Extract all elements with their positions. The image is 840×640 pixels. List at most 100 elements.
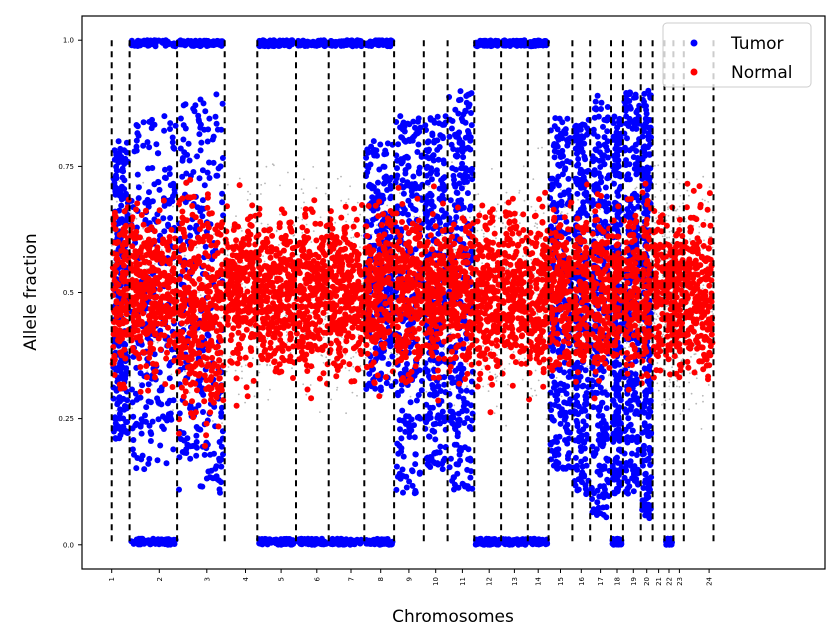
tumor-point: [396, 417, 403, 424]
tumor-point: [206, 159, 212, 166]
background-point: [310, 311, 312, 314]
tumor-point: [139, 382, 146, 389]
tumor-point: [411, 434, 418, 441]
background-point: [571, 332, 574, 334]
background-point: [128, 346, 131, 348]
background-point: [689, 238, 691, 241]
background-point: [664, 399, 667, 402]
tumor-point: [199, 483, 206, 490]
background-point: [596, 236, 599, 238]
tumor-point: [412, 124, 418, 131]
background-point: [266, 337, 269, 340]
background-point: [336, 177, 339, 180]
background-point: [711, 310, 713, 313]
tumor-point: [381, 180, 387, 187]
background-point: [355, 351, 357, 354]
tumor-point: [197, 121, 204, 128]
background-point: [653, 322, 656, 325]
tumor-point: [131, 42, 138, 49]
background-point: [428, 185, 430, 188]
background-point: [204, 361, 206, 364]
background-point: [712, 313, 714, 315]
tumor-point: [147, 429, 154, 436]
tumor-point: [407, 202, 414, 209]
background-point: [226, 183, 229, 186]
background-point: [501, 227, 504, 230]
background-point: [312, 166, 315, 168]
background-point: [688, 408, 690, 411]
background-point: [702, 400, 704, 403]
background-point: [536, 293, 539, 296]
background-point: [507, 383, 509, 386]
tumor-point: [407, 399, 414, 406]
tumor-point: [146, 38, 153, 45]
background-point: [487, 383, 490, 386]
tumor-point: [199, 213, 206, 220]
background-point: [303, 201, 305, 204]
background-point: [503, 368, 506, 370]
background-point: [505, 191, 508, 194]
tumor-point: [383, 380, 390, 387]
tumor-point: [402, 138, 409, 145]
tumor-point: [210, 42, 217, 49]
background-point: [296, 253, 299, 256]
tumor-point: [335, 537, 342, 544]
background-point: [494, 377, 497, 379]
background-point: [266, 363, 268, 366]
tumor-point: [411, 422, 417, 429]
tumor-point: [321, 39, 328, 45]
tumor-point: [393, 463, 400, 470]
background-point: [634, 187, 637, 190]
tumor-point: [277, 40, 284, 46]
background-point: [115, 409, 118, 412]
background-point: [703, 219, 706, 221]
background-point: [607, 374, 610, 377]
background-point: [466, 362, 469, 365]
tumor-point: [129, 446, 136, 453]
background-point: [488, 357, 491, 360]
tumor-point: [377, 141, 384, 148]
background-point: [324, 315, 327, 318]
tumor-point: [370, 216, 376, 223]
background-point: [469, 216, 471, 219]
background-point: [350, 357, 352, 360]
tumor-point: [130, 437, 137, 443]
tumor-point: [119, 174, 126, 181]
background-point: [188, 391, 191, 394]
background-point: [666, 139, 669, 141]
tumor-point: [371, 152, 378, 159]
background-point: [199, 331, 202, 334]
tumor-point: [395, 141, 402, 148]
background-point: [396, 353, 398, 356]
background-point: [505, 265, 508, 268]
tumor-point: [432, 436, 439, 443]
background-point: [241, 377, 243, 380]
background-point: [591, 236, 594, 239]
background-point: [542, 212, 545, 215]
background-point: [701, 198, 704, 201]
background-point: [325, 356, 328, 359]
background-point: [363, 210, 365, 213]
background-point: [229, 355, 232, 358]
background-point: [142, 238, 145, 240]
tumor-point: [155, 179, 162, 186]
background-point: [482, 345, 484, 347]
tumor-point: [148, 125, 155, 132]
background-point: [336, 389, 338, 391]
tumor-point: [170, 446, 177, 453]
tumor-point: [185, 140, 192, 147]
tumor-point: [412, 461, 419, 468]
background-point: [399, 192, 401, 195]
tumor-point: [177, 115, 184, 122]
tumor-point: [198, 205, 205, 212]
background-point: [675, 209, 677, 212]
background-point: [477, 193, 480, 196]
background-point: [241, 283, 243, 285]
background-point: [534, 369, 537, 372]
background-point: [533, 272, 535, 275]
tumor-point: [184, 151, 191, 158]
tumor-point: [205, 126, 212, 133]
tumor-point: [414, 414, 421, 421]
tumor-point: [180, 122, 187, 129]
background-point: [620, 280, 623, 283]
